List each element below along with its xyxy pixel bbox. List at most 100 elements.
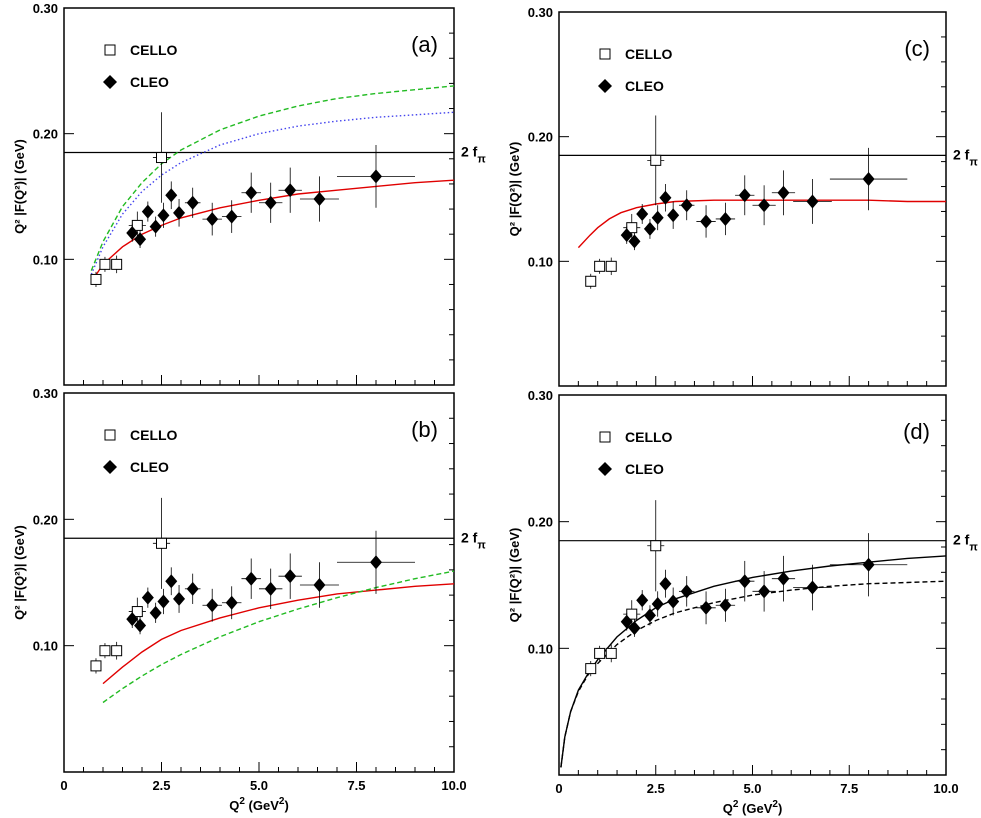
cleo-point: [758, 584, 771, 599]
cleo-point: [806, 580, 819, 595]
curve-solid-a: [90, 179, 455, 283]
panel-a: 0.10 0.20 0.30 Q² |F(Q²)| (GeV) 2 fπ (a) CELLO…: [12, 1, 486, 386]
x-tick-label-fifth: 10.0: [441, 778, 466, 793]
legend-label-cello: CELLO: [130, 427, 178, 443]
cleo-point: [206, 598, 219, 613]
cleo-point: [149, 219, 162, 234]
y-tick-label-first: 0.10: [528, 641, 553, 656]
y-tick-label-third: 0.30: [528, 388, 553, 403]
cleo-point: [134, 618, 147, 633]
plot-frame: [558, 394, 947, 776]
cleo-point: [777, 185, 790, 200]
cello-point: [111, 258, 123, 270]
cleo-point: [173, 591, 186, 606]
cleo-point: [225, 595, 238, 610]
y-axis-title: Q² |F(Q²)| (GeV): [507, 142, 522, 237]
cello-point: [605, 647, 617, 659]
y-tick-label-third: 0.30: [33, 1, 58, 16]
plot-frame: [63, 7, 455, 386]
curve-dashed-d: [560, 580, 947, 768]
cleo-point: [264, 195, 277, 210]
cello-point: [585, 275, 597, 287]
plot-frame: [63, 392, 455, 773]
cleo-point: [370, 555, 382, 570]
cello-point: [99, 645, 111, 657]
panel-label-d: (d): [903, 419, 930, 444]
cello-point: [650, 540, 662, 552]
reference-line-label: 2 fπ: [953, 146, 978, 168]
y-tick-label-first: 0.10: [528, 254, 553, 269]
cleo-point: [313, 192, 326, 207]
cleo-point: [141, 590, 154, 605]
cleo-point: [157, 208, 170, 223]
legend-label-cello: CELLO: [130, 42, 178, 58]
cleo-point: [620, 228, 633, 243]
legend-marker-cleo: [103, 460, 117, 474]
y-tick-label-second: 0.20: [528, 130, 553, 145]
y-tick-label-third: 0.30: [528, 5, 553, 20]
y-tick-label-second: 0.20: [528, 515, 553, 530]
cleo-point: [284, 183, 297, 198]
cleo-point: [370, 169, 382, 184]
cello-point: [585, 663, 597, 675]
legend-marker-cello: [599, 431, 611, 443]
y-tick-label-third: 0.30: [33, 386, 58, 401]
legend-marker-cleo: [598, 79, 612, 93]
cleo-point: [313, 578, 326, 593]
x-axis-title: Q2 (GeV2): [229, 796, 289, 813]
curve-dotted-a: [90, 111, 455, 275]
cleo-point: [643, 608, 656, 623]
x-axis-title: Q2 (GeV2): [723, 799, 783, 816]
panel-c: 0.10 0.20 0.30 Q² |F(Q²)| (GeV) 2 fπ (c) CELLO…: [507, 5, 978, 387]
x-tick-label-fifth: 10.0: [933, 781, 958, 796]
x-tick-label-first: 0: [555, 781, 562, 796]
x-tick-label-fourth: 7.5: [347, 778, 365, 793]
panel-label-c: (c): [904, 36, 930, 61]
cleo-point: [651, 210, 664, 225]
cleo-point: [700, 600, 713, 615]
cleo-point: [777, 571, 790, 586]
reference-line-label: 2 fπ: [461, 144, 486, 166]
y-axis-title: Q² |F(Q²)| (GeV): [12, 139, 27, 234]
cello-point: [650, 154, 662, 166]
cleo-point: [245, 185, 258, 200]
cleo-point: [157, 594, 170, 609]
x-tick-label-third: 5.0: [743, 781, 761, 796]
cleo-point: [636, 593, 649, 608]
legend-marker-cello: [104, 429, 116, 441]
cleo-point: [225, 209, 238, 224]
legend-label-cello: CELLO: [625, 429, 673, 445]
legend-marker-cleo: [103, 75, 117, 89]
cleo-point: [738, 574, 751, 589]
cleo-point: [719, 211, 732, 226]
cleo-point: [651, 597, 664, 611]
legend-label-cleo: CLEO: [625, 78, 664, 94]
cleo-point: [628, 234, 641, 249]
reference-line-label: 2 fπ: [953, 532, 978, 554]
cleo-point: [643, 221, 656, 236]
legend-label-cello: CELLO: [625, 46, 673, 62]
curve-dashed-b: [102, 570, 455, 704]
legend-marker-cello: [599, 48, 611, 60]
cleo-point: [806, 194, 819, 209]
cleo-point: [620, 614, 633, 629]
cleo-point: [134, 232, 147, 247]
cleo-point: [680, 198, 693, 213]
y-tick-label-second: 0.20: [33, 127, 58, 142]
cleo-point: [173, 205, 186, 220]
cello-point: [90, 660, 102, 672]
cleo-point: [186, 581, 199, 596]
x-tick-label-second: 2.5: [152, 778, 170, 793]
curve-solid-c: [577, 199, 946, 249]
cleo-point: [264, 581, 277, 596]
y-axis-title: Q² |F(Q²)| (GeV): [12, 525, 27, 620]
legend-label-cleo: CLEO: [130, 459, 169, 475]
panel-d: 0 2.5 5.0 7.5 10.0 0.10 0.20 0.30 Q² |F(Q²)| (Ge…: [507, 388, 978, 816]
cleo-point: [700, 214, 713, 229]
x-tick-label-fourth: 7.5: [840, 781, 858, 796]
plot-frame: [558, 11, 947, 387]
panel-label-a: (a): [411, 32, 438, 57]
cleo-point: [141, 204, 154, 219]
cleo-point: [659, 576, 672, 591]
cleo-point: [659, 190, 672, 205]
